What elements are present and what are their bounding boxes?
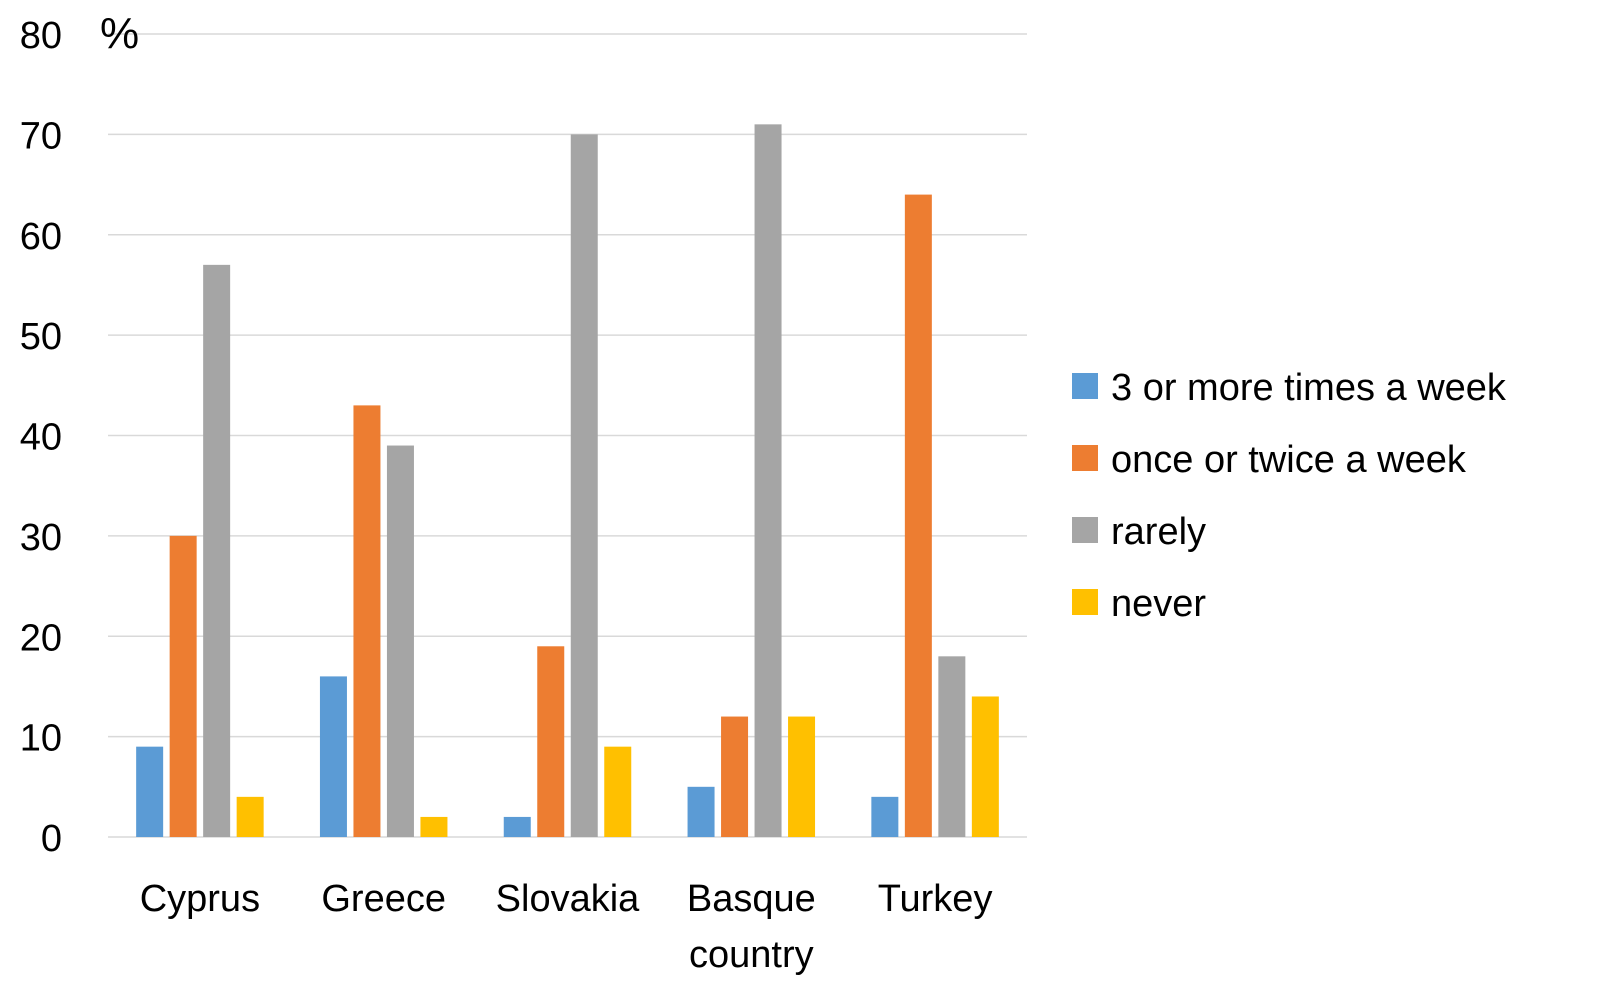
x-category-label: Basque (687, 878, 816, 920)
y-axis-label: % (100, 9, 139, 58)
x-category-label: Turkey (878, 878, 993, 920)
bar (136, 746, 164, 837)
bar (203, 264, 231, 837)
bar (169, 535, 197, 837)
bar (570, 134, 598, 837)
x-category-label: Slovakia (496, 878, 640, 920)
bar (871, 796, 899, 837)
bar (971, 696, 999, 837)
y-tick-label: 0 (41, 818, 62, 860)
legend-label: rarely (1111, 511, 1206, 553)
y-tick-label: 70 (20, 115, 62, 157)
legend-label: 3 or more times a week (1111, 367, 1507, 409)
legend-label: never (1111, 583, 1206, 625)
bar (721, 716, 749, 837)
bar (319, 676, 347, 837)
y-tick-label: 20 (20, 617, 62, 659)
bar (904, 194, 932, 838)
bar (604, 746, 632, 837)
bar (938, 656, 966, 837)
x-category-label: Cyprus (140, 878, 260, 920)
y-tick-label: 50 (20, 316, 62, 358)
legend-label: once or twice a week (1111, 439, 1467, 481)
legend-swatch (1072, 373, 1098, 399)
bar (754, 124, 782, 837)
x-category-label: Greece (321, 878, 446, 920)
x-axis-categories: Cyprus Greece Slovakia Basque country Turkey (140, 878, 993, 976)
legend: 3 or more times a week once or twice a we… (1072, 367, 1507, 625)
gridlines (108, 33, 1027, 838)
y-tick-label: 40 (20, 417, 62, 459)
bar (503, 816, 531, 837)
bar (788, 716, 816, 837)
y-tick-label: 60 (20, 216, 62, 258)
legend-swatch (1072, 445, 1098, 471)
bar (236, 796, 264, 837)
y-tick-label: 80 (20, 15, 62, 57)
bar (386, 445, 414, 837)
bar (687, 786, 715, 837)
bar (537, 646, 565, 837)
y-axis-ticks: 0 10 20 30 40 50 60 70 80 (20, 15, 62, 860)
legend-swatch (1072, 517, 1098, 543)
bars (136, 124, 999, 838)
x-category-label: country (689, 934, 814, 976)
bar (353, 405, 381, 837)
bar (420, 816, 448, 837)
y-tick-label: 10 (20, 718, 62, 760)
y-tick-label: 30 (20, 517, 62, 559)
legend-swatch (1072, 589, 1098, 615)
